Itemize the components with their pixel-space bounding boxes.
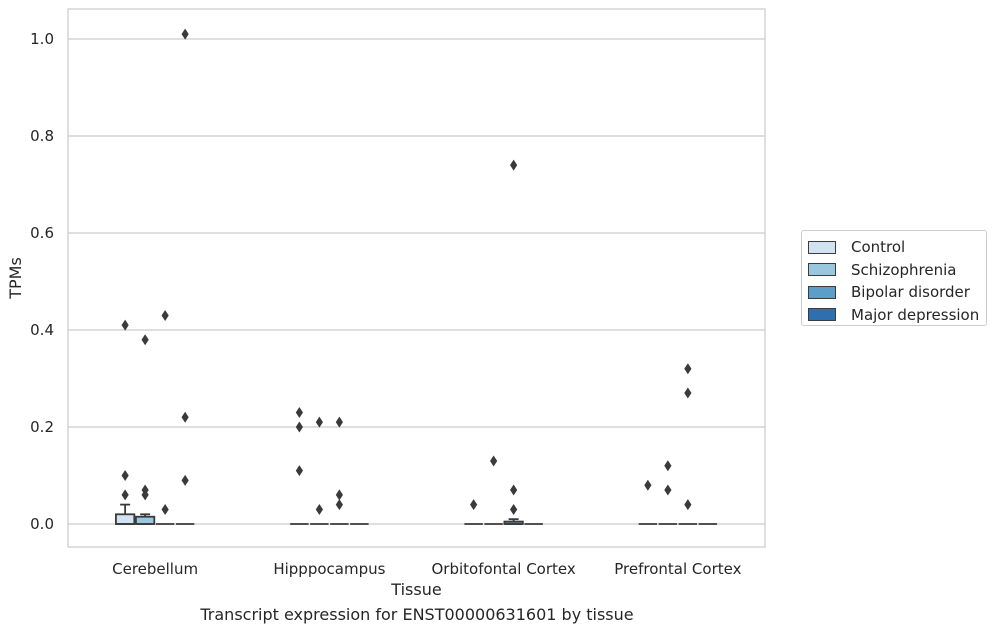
box-schizophrenia (310, 416, 329, 525)
outlier-point (335, 489, 343, 501)
outlier-point (684, 387, 692, 399)
outlier-point (141, 489, 149, 501)
plot-area-frame (67, 8, 766, 548)
outlier-point (490, 455, 498, 467)
outlier-point (510, 159, 518, 171)
outlier-point (181, 28, 189, 40)
legend-label: Bipolar disorder (851, 283, 970, 302)
x-tick-label: Hipppocampus (273, 560, 385, 578)
outlier-point (181, 474, 189, 486)
outlier-point (121, 470, 129, 481)
y-axis-label: TPMs (6, 257, 25, 300)
box-control (464, 499, 483, 525)
y-tick-label: 0.6 (30, 224, 54, 242)
x-tick-label: Orbitofontal Cortex (432, 560, 576, 578)
outlier-point (315, 503, 323, 515)
legend-item: Major depression (808, 304, 986, 327)
outlier-point (335, 499, 343, 511)
outlier-point (121, 489, 129, 501)
outlier-point (161, 309, 169, 321)
x-tick-label: Prefrontal Cortex (614, 560, 741, 578)
outlier-point (684, 363, 692, 375)
legend-label: Major depression (851, 305, 980, 324)
legend-swatch (808, 285, 836, 299)
outlier-point (470, 499, 478, 511)
outlier-point (141, 334, 149, 346)
x-axis-label: Tissue (390, 580, 441, 599)
box-control (115, 319, 136, 525)
outlier-point (295, 406, 303, 418)
box-plot-series (115, 28, 718, 525)
legend-swatch (808, 308, 836, 322)
outlier-point (510, 484, 518, 496)
grid-lines (68, 38, 765, 525)
outlier-point (161, 503, 169, 515)
legend-item: Schizophrenia (808, 259, 986, 282)
outlier-point (295, 421, 303, 433)
box-bipolar-disorder (503, 159, 524, 525)
outlier-point (295, 465, 303, 477)
box-schizophrenia (484, 455, 503, 525)
box-iqr (115, 513, 136, 525)
outlier-point (664, 460, 672, 472)
outlier-point (315, 416, 323, 428)
outlier-point (644, 479, 652, 491)
y-tick-label: 0.2 (30, 418, 54, 436)
outlier-point (664, 484, 672, 496)
box-schizophrenia (658, 460, 678, 525)
y-tick-label: 0.0 (30, 515, 54, 533)
box-iqr (135, 515, 156, 525)
legend-item: Control (808, 236, 986, 259)
box-bipolar-disorder (678, 363, 698, 525)
legend-item: Bipolar disorder (808, 281, 986, 304)
y-tick-label: 1.0 (30, 30, 54, 48)
legend-swatch (808, 263, 836, 277)
outlier-point (181, 411, 189, 423)
legend-swatch (808, 240, 836, 254)
y-tick-label: 0.8 (30, 127, 54, 145)
legend: Control Schizophrenia Bipolar disorder Majo… (801, 230, 987, 326)
box-bipolar-disorder (155, 309, 175, 525)
box-control (638, 479, 658, 525)
y-tick-label: 0.4 (30, 321, 54, 339)
outlier-point (121, 319, 129, 331)
legend-label: Schizophrenia (851, 260, 957, 279)
box-control (290, 406, 309, 525)
box-schizophrenia (135, 334, 156, 525)
x-tick-label: Cerebellum (112, 560, 198, 578)
box-major-depression (175, 28, 195, 525)
chart-caption: Transcript expression for ENST0000063160… (200, 605, 634, 624)
outlier-point (510, 503, 518, 515)
box-bipolar-disorder (330, 416, 349, 525)
outlier-point (335, 416, 343, 428)
x-axis-ticks: Cerebellum Hipppocampus Orbitofontal Corte… (112, 560, 741, 578)
y-axis-ticks: 0.0 0.2 0.4 0.6 0.8 1.0 (30, 30, 54, 533)
outlier-point (684, 499, 692, 511)
legend-label: Control (851, 238, 906, 257)
